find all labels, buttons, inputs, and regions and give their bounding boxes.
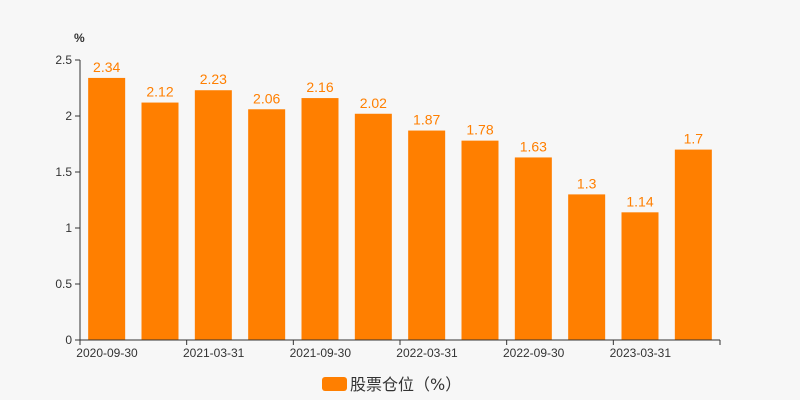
bar-value-label: 1.14 (626, 193, 653, 209)
bar-value-label: 2.34 (93, 59, 120, 75)
legend-label[interactable]: 股票仓位（%） (350, 375, 461, 394)
legend-swatch[interactable] (322, 377, 347, 391)
x-axis: 2020-09-30 2021-03-31 2021-09-30 2022-03-31… (76, 339, 721, 360)
bar-value-label: 1.63 (520, 138, 547, 154)
data-labels: 2.34 2.12 2.23 2.06 2.16 2.02 1.87 1.78 1.63 1.3 1… (93, 59, 703, 209)
bar-value-label: 1.3 (577, 175, 597, 191)
y-tick-label: 2 (65, 109, 72, 123)
bar (88, 77, 126, 341)
bar-value-label: 1.7 (684, 131, 704, 147)
bar-value-label: 2.23 (200, 71, 227, 87)
bar (141, 102, 179, 340)
bar (461, 140, 499, 340)
bar (568, 194, 606, 340)
y-tick-label: 0 (65, 333, 72, 347)
bar (674, 149, 712, 340)
bar (194, 90, 232, 341)
y-axis: 0 0.5 1 1.5 2 2.5 (55, 53, 81, 347)
y-tick-label: 1 (65, 221, 72, 235)
bar-series (88, 77, 712, 341)
bar-value-label: 1.87 (413, 112, 440, 128)
x-tick-label: 2021-03-31 (183, 346, 245, 360)
bar (514, 157, 552, 340)
y-tick-label: 2.5 (55, 53, 72, 67)
bar-value-label: 2.06 (253, 90, 280, 106)
x-tick-label: 2022-03-31 (396, 346, 458, 360)
bar-value-label: 2.02 (360, 95, 387, 111)
bar-value-label: 2.12 (146, 84, 173, 100)
y-tick-label: 1.5 (55, 165, 72, 179)
x-tick-label: 2023-03-31 (610, 346, 672, 360)
x-tick-label: 2021-09-30 (290, 346, 352, 360)
bar (621, 212, 659, 340)
bar (408, 130, 446, 340)
x-tick-label: 2022-09-30 (503, 346, 565, 360)
x-tick-label: 2020-09-30 (76, 346, 138, 360)
bar (354, 113, 392, 340)
bar (301, 98, 339, 340)
y-tick-label: 0.5 (55, 277, 72, 291)
legend[interactable]: 股票仓位（%） (322, 375, 461, 394)
y-axis-unit-label: % (74, 31, 85, 45)
bar-value-label: 1.78 (466, 122, 493, 138)
bar-value-label: 2.16 (306, 79, 333, 95)
bar (248, 109, 286, 340)
